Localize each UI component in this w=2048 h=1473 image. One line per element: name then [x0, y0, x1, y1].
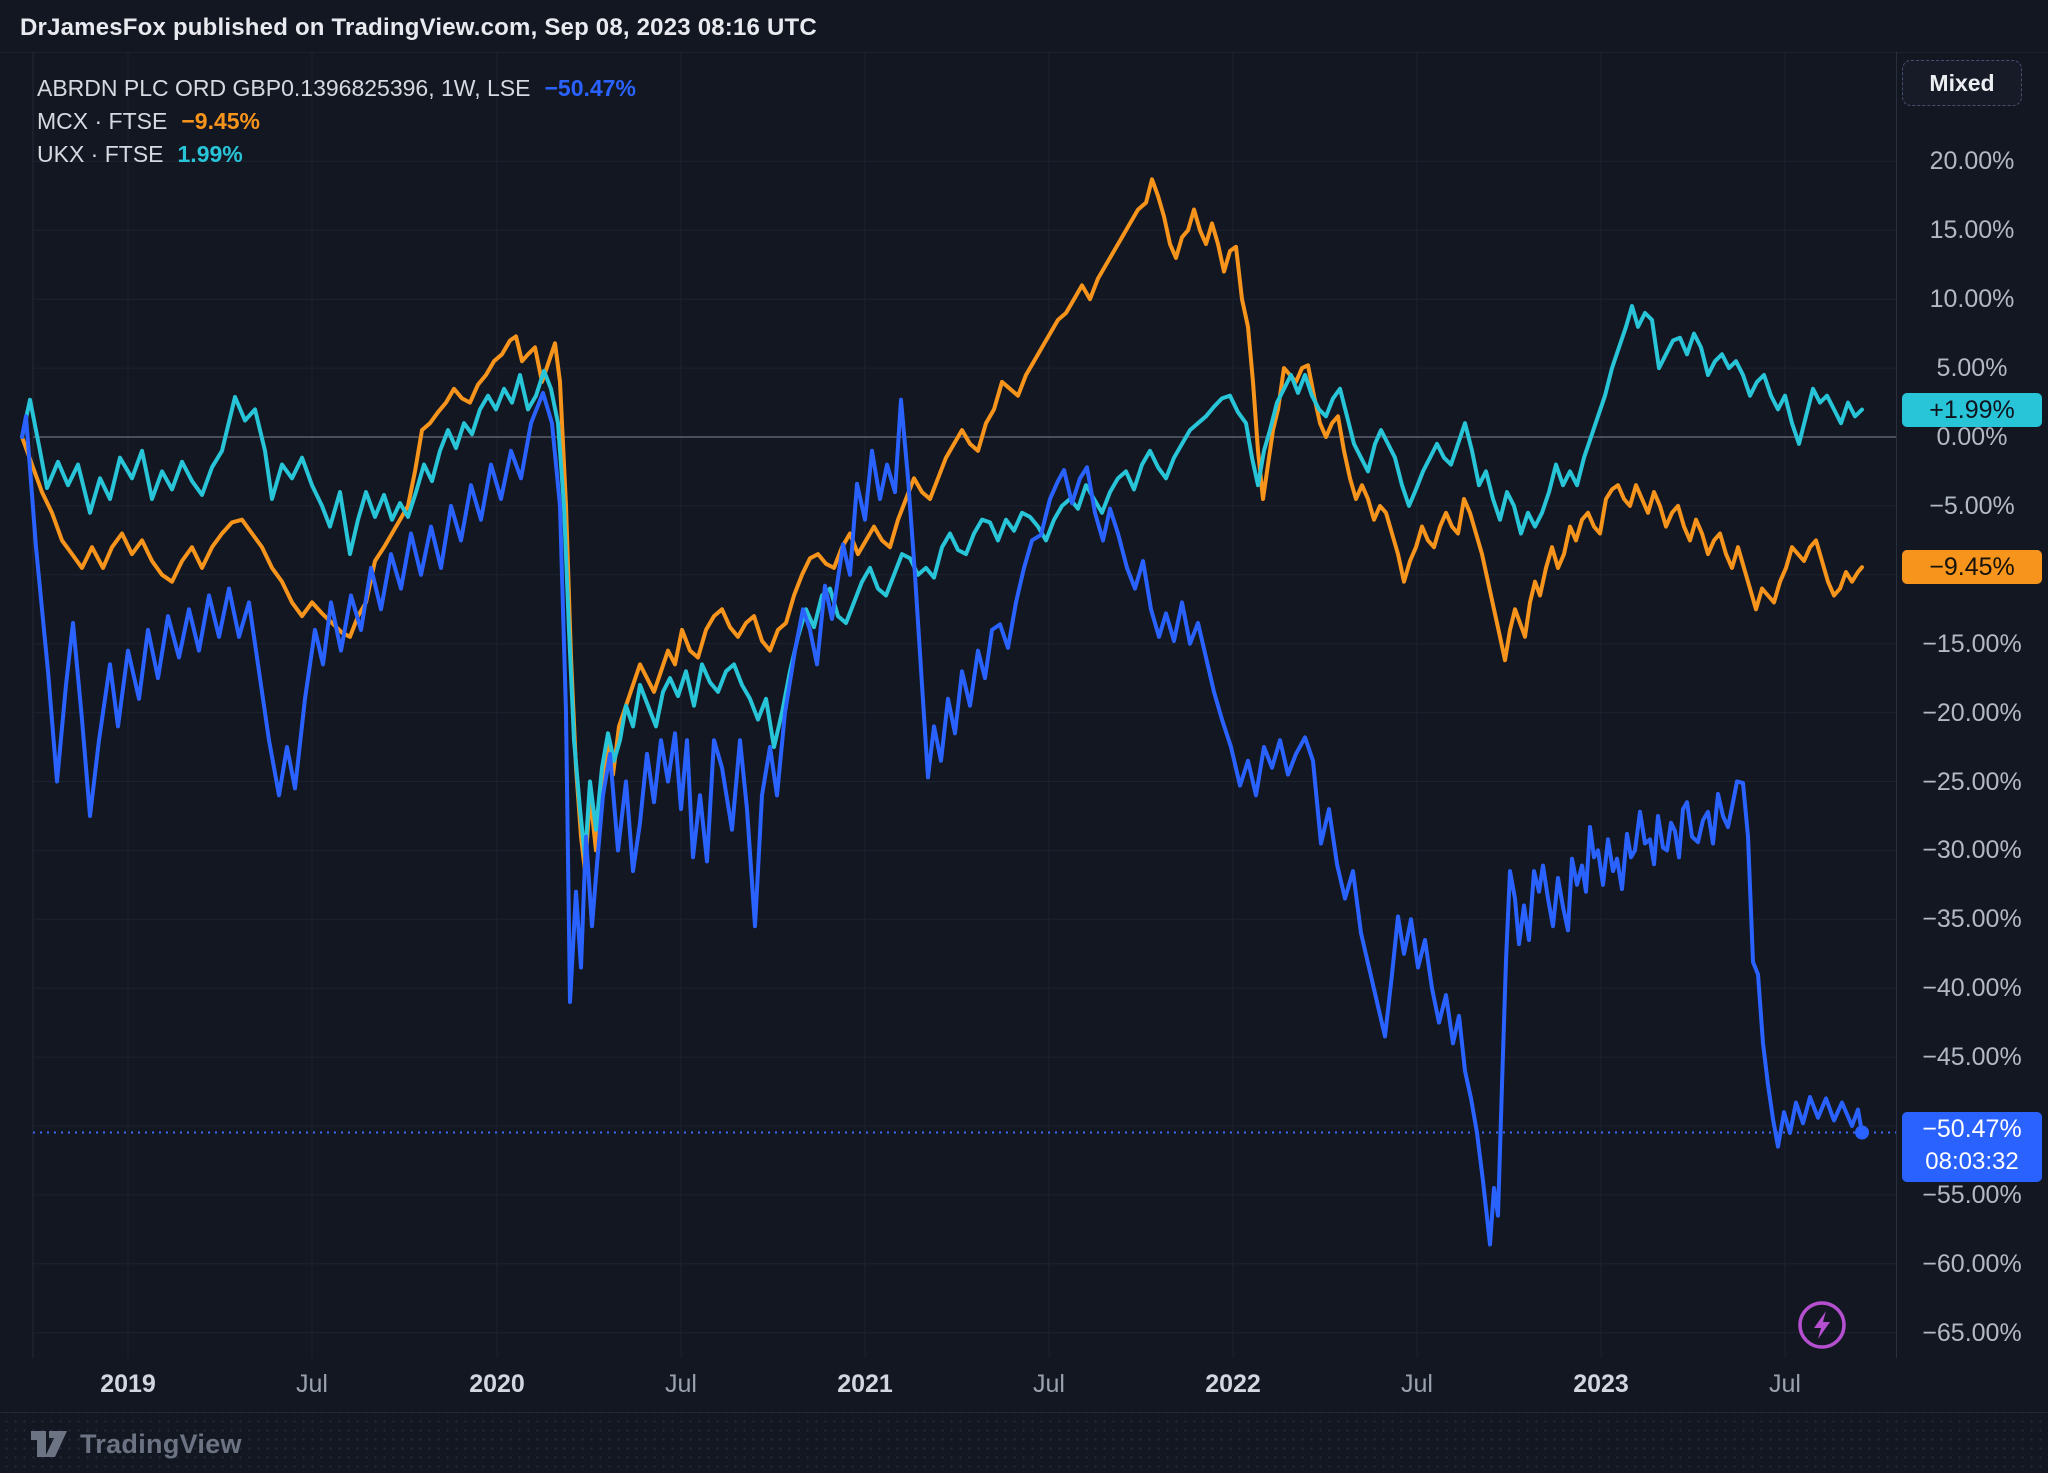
series-line-ukx[interactable]: [20, 304, 1864, 860]
price-scale-label: −55.00%: [1922, 1180, 2022, 1209]
legend-symbol: UKX · FTSE: [37, 141, 164, 167]
legend-symbol: MCX · FTSE: [37, 108, 168, 134]
time-scale[interactable]: 2019 Jul 2020 Jul 2021 Jul 2022 Jul 2023 Jul: [0, 1358, 2048, 1412]
price-scale-label: −45.00%: [1922, 1043, 2022, 1072]
last-price-badge-abrdn: −50.47% 08:03:32: [1902, 1112, 2042, 1183]
legend-symbol: ABRDN PLC ORD GBP0.1396825396, 1W, LSE: [37, 75, 531, 101]
chart-legend: ABRDN PLC ORD GBP0.1396825396, 1W, LSE −5…: [37, 72, 636, 171]
legend-change-value: 1.99%: [177, 141, 243, 167]
series-line-mcx[interactable]: [20, 177, 1864, 874]
price-scale-label: 10.00%: [1929, 285, 2015, 314]
footer-separator: [0, 1412, 2048, 1413]
countdown-timer: 08:03:32: [1925, 1148, 2019, 1176]
published-byline: DrJamesFox published on TradingView.com,…: [20, 14, 817, 41]
series-line-abrdn[interactable]: [20, 390, 1864, 1247]
price-scale-mode-button[interactable]: Mixed: [1902, 60, 2022, 106]
price-scale-label: 15.00%: [1929, 216, 2015, 245]
price-scale-label: −40.00%: [1922, 974, 2022, 1003]
legend-row-0[interactable]: ABRDN PLC ORD GBP0.1396825396, 1W, LSE −5…: [37, 72, 636, 105]
footer-area: TradingView: [0, 1413, 2048, 1473]
last-value-dot: [1855, 1125, 1869, 1140]
time-scale-label: Jul: [665, 1370, 697, 1398]
legend-change-value: −50.47%: [544, 75, 636, 101]
time-scale-label: Jul: [1769, 1370, 1801, 1398]
price-scale-separator: [1896, 52, 1897, 1410]
lightning-icon: [1798, 1301, 1846, 1349]
time-scale-label: 2021: [837, 1370, 893, 1398]
price-scale-label: −35.00%: [1922, 905, 2022, 934]
price-scale[interactable]: 20.00%15.00%10.00%5.00%0.00%−5.00%−10.00…: [1896, 52, 2048, 1410]
price-scale-label: −20.00%: [1922, 698, 2022, 727]
price-scale-label: −5.00%: [1929, 491, 2015, 520]
time-scale-label: 2022: [1205, 1370, 1261, 1398]
price-scale-label: 0.00%: [1936, 423, 2008, 451]
price-scale-label: −65.00%: [1922, 1318, 2022, 1347]
price-scale-label: −25.00%: [1922, 767, 2022, 796]
time-scale-label: Jul: [1401, 1370, 1433, 1398]
flash-publish-button[interactable]: [1796, 1299, 1848, 1351]
time-scale-label: Jul: [1033, 1370, 1065, 1398]
tradingview-logo[interactable]: TradingView: [30, 1427, 242, 1461]
last-price-badge-mcx: −9.45%: [1902, 550, 2042, 585]
price-scale-label: −60.00%: [1922, 1249, 2022, 1278]
price-scale-label: −15.00%: [1922, 629, 2022, 658]
tradingview-logo-text: TradingView: [80, 1428, 242, 1459]
legend-row-1[interactable]: MCX · FTSE −9.45%: [37, 105, 636, 138]
time-scale-label: 2023: [1573, 1370, 1629, 1398]
price-scale-label: 20.00%: [1929, 147, 2015, 176]
last-price-badge-ukx: +1.99%: [1902, 392, 2042, 427]
legend-change-value: −9.45%: [181, 108, 260, 134]
legend-row-2[interactable]: UKX · FTSE 1.99%: [37, 138, 636, 171]
price-scale-label: −30.00%: [1922, 836, 2022, 865]
time-scale-label: 2019: [100, 1370, 156, 1398]
time-scale-label: Jul: [296, 1370, 328, 1398]
price-scale-label: 5.00%: [1936, 354, 2008, 383]
header-separator: [0, 52, 2048, 53]
time-scale-label: 2020: [469, 1370, 525, 1398]
tradingview-logo-icon: [31, 1431, 67, 1457]
